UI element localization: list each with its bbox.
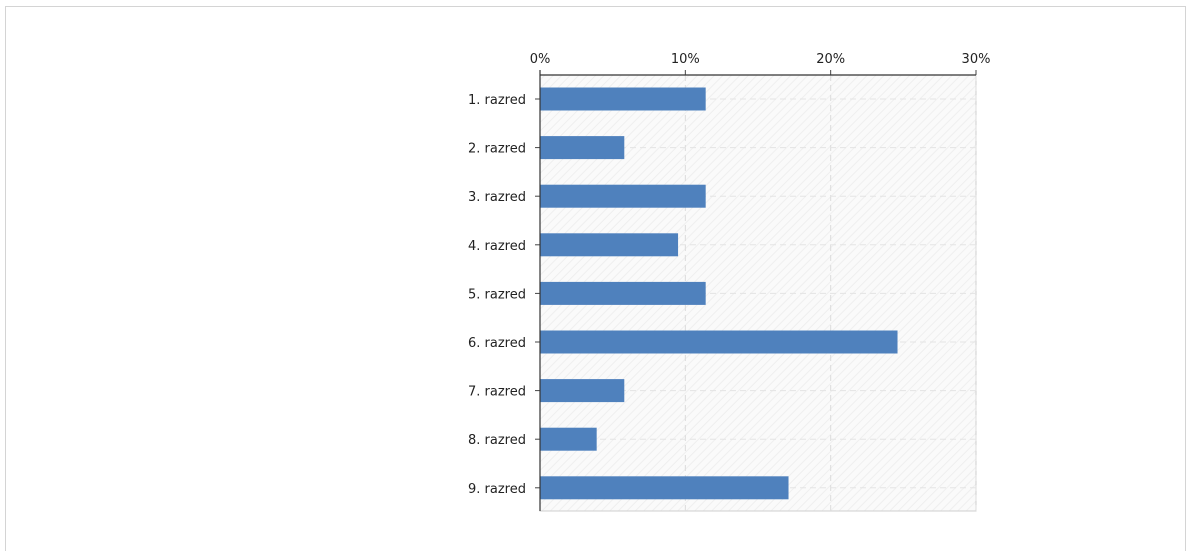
bar — [540, 379, 625, 403]
bar — [540, 330, 898, 354]
bar — [540, 476, 789, 500]
bars — [540, 87, 898, 500]
bar — [540, 184, 706, 208]
category-label: 5. razred — [468, 287, 526, 302]
category-label: 2. razred — [468, 142, 526, 157]
category-label: 7. razred — [468, 385, 526, 400]
x-tick-label: 20% — [816, 52, 845, 67]
category-label: 8. razred — [468, 433, 526, 448]
category-labels: 1. razred 2. razred 3. razred 4. razred 5. r… — [468, 93, 526, 497]
axes — [535, 70, 977, 511]
x-tick-label: 10% — [671, 52, 700, 67]
bar — [540, 233, 679, 257]
category-label: 4. razred — [468, 239, 526, 254]
bar — [540, 136, 625, 160]
category-label: 6. razred — [468, 336, 526, 351]
bar — [540, 281, 706, 305]
category-label: 9. razred — [468, 482, 526, 497]
x-tick-label: 30% — [962, 52, 991, 67]
x-tick-label: 0% — [530, 52, 551, 67]
bar — [540, 87, 706, 111]
category-label: 1. razred — [468, 93, 526, 108]
bar — [540, 427, 597, 451]
x-axis-tick-labels: 0% 10% 20% 30% — [530, 52, 991, 67]
category-label: 3. razred — [468, 190, 526, 205]
